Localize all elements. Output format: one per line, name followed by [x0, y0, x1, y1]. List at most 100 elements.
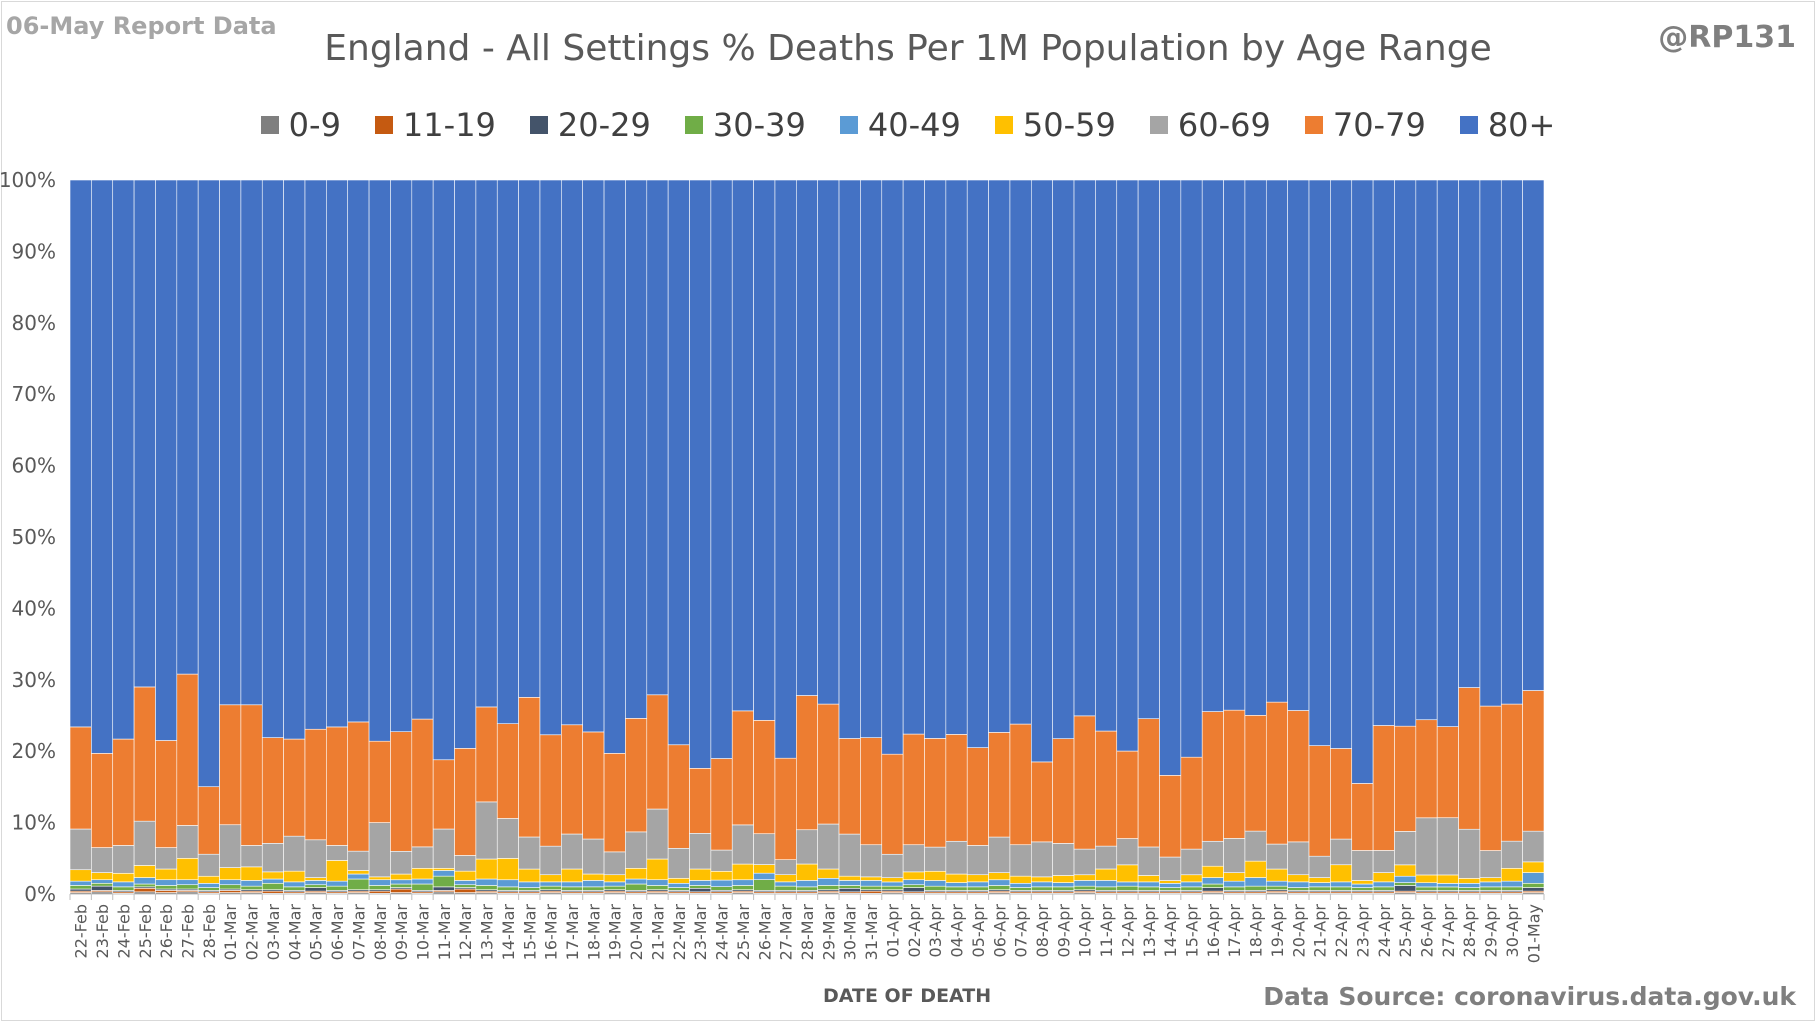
bar-segment [1180, 756, 1203, 850]
bar-segment [1436, 883, 1459, 888]
legend-label: 80+ [1487, 106, 1556, 144]
bar-segment [240, 704, 263, 846]
bar-segment [646, 858, 669, 881]
bar-segment [1244, 179, 1267, 716]
bar-segment [1351, 880, 1374, 885]
bar-segment [112, 738, 135, 846]
bar-segment [1095, 868, 1118, 881]
legend-label: 50-59 [1022, 106, 1116, 144]
bar-segment [1287, 710, 1310, 843]
bar-segment [945, 873, 968, 883]
bar-segment [1351, 883, 1374, 888]
bar-segment [817, 179, 840, 705]
bar-segment [1394, 179, 1417, 727]
bar-segment [753, 833, 776, 865]
bar-segment [582, 873, 605, 881]
x-tick-label: 03-Mar [264, 904, 283, 961]
legend-label: 11-19 [402, 106, 496, 144]
bar-segment [326, 179, 349, 728]
x-tick-label: 01-Mar [221, 904, 240, 961]
bar-segment [1287, 881, 1310, 888]
bar-segment [1031, 876, 1053, 883]
bar-segment [368, 740, 391, 823]
legend-swatch [684, 116, 703, 134]
bar-segment [197, 179, 220, 788]
bar-segment [390, 731, 413, 852]
bar-segment [283, 886, 306, 891]
bar-segment [1287, 841, 1310, 876]
bar-segment [1201, 840, 1224, 867]
x-tick-label: 23-Feb [93, 904, 112, 958]
legend-swatch [1149, 116, 1168, 134]
bar-segment [1052, 843, 1075, 876]
bar-segment [1223, 880, 1246, 888]
bar-segment [496, 858, 519, 881]
bar-segment [454, 888, 477, 893]
bar-segment [304, 839, 327, 878]
bar-segment [304, 728, 327, 841]
bar-segment [966, 179, 989, 748]
bar-segment [240, 866, 263, 881]
bar-segment [796, 695, 818, 831]
bar-segment [1137, 875, 1160, 883]
bar-segment [1500, 880, 1523, 888]
bar-segment [155, 885, 178, 890]
x-tick-label: 27-Apr [1439, 904, 1458, 958]
bar-segment [881, 753, 904, 855]
bar-segment [432, 886, 455, 891]
bar-segment [1052, 875, 1075, 883]
bar-segment [347, 870, 370, 875]
x-tick-label: 15-Apr [1183, 904, 1202, 958]
bar-segment [1073, 715, 1096, 850]
x-tick-label: 19-Apr [1268, 904, 1287, 958]
bar-segment [155, 847, 178, 870]
bar-segment [561, 881, 583, 888]
bar-segment [283, 179, 306, 740]
bar-segment [1394, 875, 1417, 883]
legend-item: 0-9 [260, 106, 341, 144]
bar-segment [219, 884, 242, 890]
bar-segment [368, 179, 391, 742]
bar-segment [1201, 883, 1224, 888]
bar-segment [133, 865, 156, 878]
bar-segment [817, 877, 840, 886]
bar-segment [774, 179, 797, 759]
bar-segment [368, 885, 391, 891]
bar-segment [475, 885, 498, 891]
bar-segment [1073, 848, 1096, 876]
bar-segment [881, 877, 904, 883]
bar-segment [155, 879, 178, 886]
x-tick-label: 26-Mar [755, 904, 774, 961]
bar-segment [283, 835, 306, 872]
bar-segment [304, 880, 327, 886]
bar-segment [838, 875, 861, 881]
bar-segment [1009, 179, 1032, 725]
bar-segment [1244, 860, 1267, 878]
bar-segment [1159, 856, 1182, 881]
bar-segment [561, 724, 583, 835]
bar-segment [539, 874, 562, 883]
bar-segment [731, 863, 754, 881]
bar-segment [283, 738, 306, 837]
x-tick-label: 01-May [1524, 904, 1543, 963]
bar-segment [1522, 690, 1545, 832]
bar-segment [902, 733, 925, 846]
bar-segment [518, 868, 541, 883]
bar-segment [817, 868, 840, 879]
bar-segment [945, 179, 968, 735]
bar-segment [411, 179, 434, 720]
bar-segment [326, 845, 349, 861]
bar-segment [133, 686, 156, 822]
bar-segment [731, 879, 754, 886]
legend-item: 40-49 [839, 106, 961, 144]
bar-segment [347, 878, 370, 891]
bar-segment [1201, 887, 1224, 892]
bar-segment [1479, 179, 1502, 707]
bar-segment [1073, 874, 1096, 881]
bar-segment [561, 868, 583, 883]
bar-segment [219, 890, 242, 893]
bar-segment [283, 881, 306, 888]
bar-segment [667, 179, 690, 746]
bar-segment [710, 849, 733, 872]
bar-segment [860, 885, 883, 891]
